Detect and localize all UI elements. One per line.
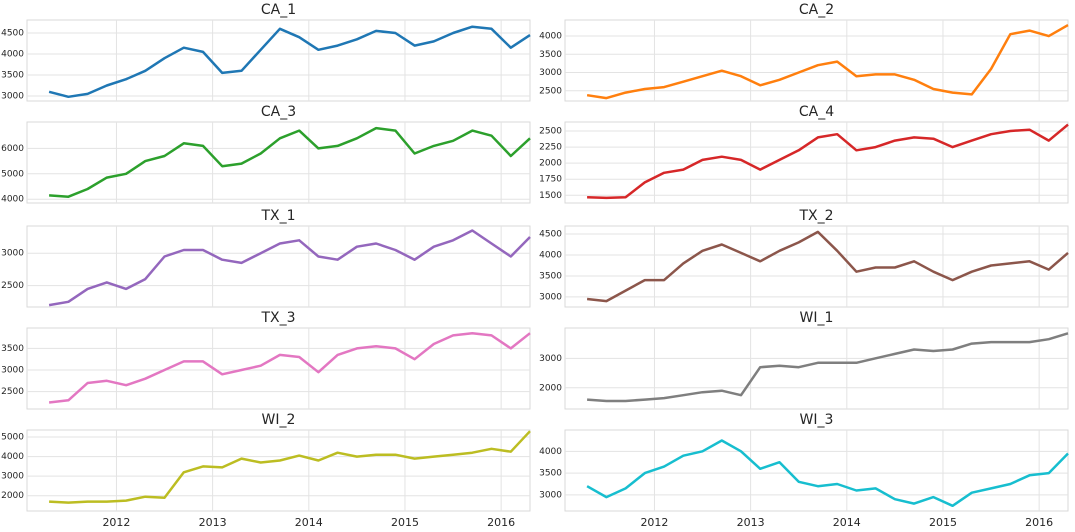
x-tick-label: 2014: [295, 516, 323, 529]
y-tick-label: 3500: [1, 344, 24, 354]
x-tick-label: 2016: [487, 516, 515, 529]
y-tick-label: 4000: [1, 195, 24, 205]
y-tick-label: 2500: [539, 86, 562, 96]
x-tick-label: 2012: [102, 516, 130, 529]
plot-area: [564, 429, 1069, 512]
series-line: [49, 126, 531, 198]
x-tick-label: 2012: [640, 516, 668, 529]
x-tick-label: 2016: [1025, 516, 1053, 529]
y-tick-label: 3000: [1, 91, 24, 101]
y-tick-label: 3500: [1, 70, 24, 80]
y-tick-label: 3000: [539, 490, 562, 500]
y-tick-label: 4000: [539, 447, 562, 457]
chart-title: CA_1: [261, 2, 296, 18]
y-tick-label: 3000: [1, 249, 24, 259]
chart-title: WI_2: [262, 412, 296, 428]
x-tick-label: 2015: [929, 516, 957, 529]
y-tick-label: 1750: [539, 175, 562, 185]
y-tick-label: 2000: [1, 491, 24, 501]
y-tick-label: 4000: [1, 452, 24, 462]
y-tick-label: 2500: [1, 387, 24, 397]
y-tick-label: 3000: [1, 472, 24, 482]
plot-area: [26, 121, 531, 204]
x-tick-label: 2014: [833, 516, 861, 529]
y-tick-label: 5000: [1, 433, 24, 443]
series-line: [48, 25, 531, 99]
y-tick-label: 1500: [539, 191, 562, 201]
y-tick-label: 4500: [1, 29, 24, 39]
y-tick-label: 2250: [539, 143, 562, 153]
series-line: [48, 331, 531, 404]
chart-title: CA_3: [261, 104, 296, 120]
chart-title: CA_2: [799, 2, 834, 18]
y-tick-label: 2500: [539, 127, 562, 137]
plot-area: [26, 327, 531, 410]
y-tick-label: 3500: [539, 271, 562, 281]
chart-title: WI_1: [800, 310, 834, 326]
y-tick-label: 3000: [539, 292, 562, 302]
y-tick-label: 3000: [1, 366, 24, 376]
y-tick-label: 2000: [539, 159, 562, 169]
y-tick-label: 3500: [539, 50, 562, 60]
plot-area: [26, 429, 531, 512]
y-tick-label: 4000: [539, 32, 562, 42]
x-tick-label: 2013: [199, 516, 227, 529]
y-tick-label: 5000: [1, 169, 24, 179]
series-line: [586, 24, 1069, 100]
plot-area: [564, 327, 1069, 410]
series-line: [48, 229, 531, 307]
y-tick-label: 3500: [539, 469, 562, 479]
series-line: [587, 332, 1069, 403]
y-tick-label: 3000: [539, 68, 562, 78]
chart-title: TX_2: [798, 208, 833, 224]
series-line: [586, 230, 1069, 303]
y-tick-label: 6000: [1, 144, 24, 154]
series-line: [586, 439, 1069, 508]
y-tick-label: 4500: [539, 229, 562, 239]
y-tick-label: 4000: [539, 250, 562, 260]
plot-area: [26, 225, 531, 308]
series-line: [587, 123, 1069, 200]
chart-title: WI_3: [800, 412, 834, 428]
chart-title: TX_3: [260, 310, 295, 326]
x-tick-label: 2013: [737, 516, 765, 529]
y-tick-label: 2000: [539, 383, 562, 393]
series-line: [49, 430, 531, 504]
y-tick-label: 4000: [1, 49, 24, 59]
x-tick-label: 2015: [391, 516, 419, 529]
y-tick-label: 2500: [1, 281, 24, 291]
chart-title: CA_4: [799, 104, 834, 120]
y-tick-label: 3000: [539, 354, 562, 364]
chart-title: TX_1: [260, 208, 295, 224]
